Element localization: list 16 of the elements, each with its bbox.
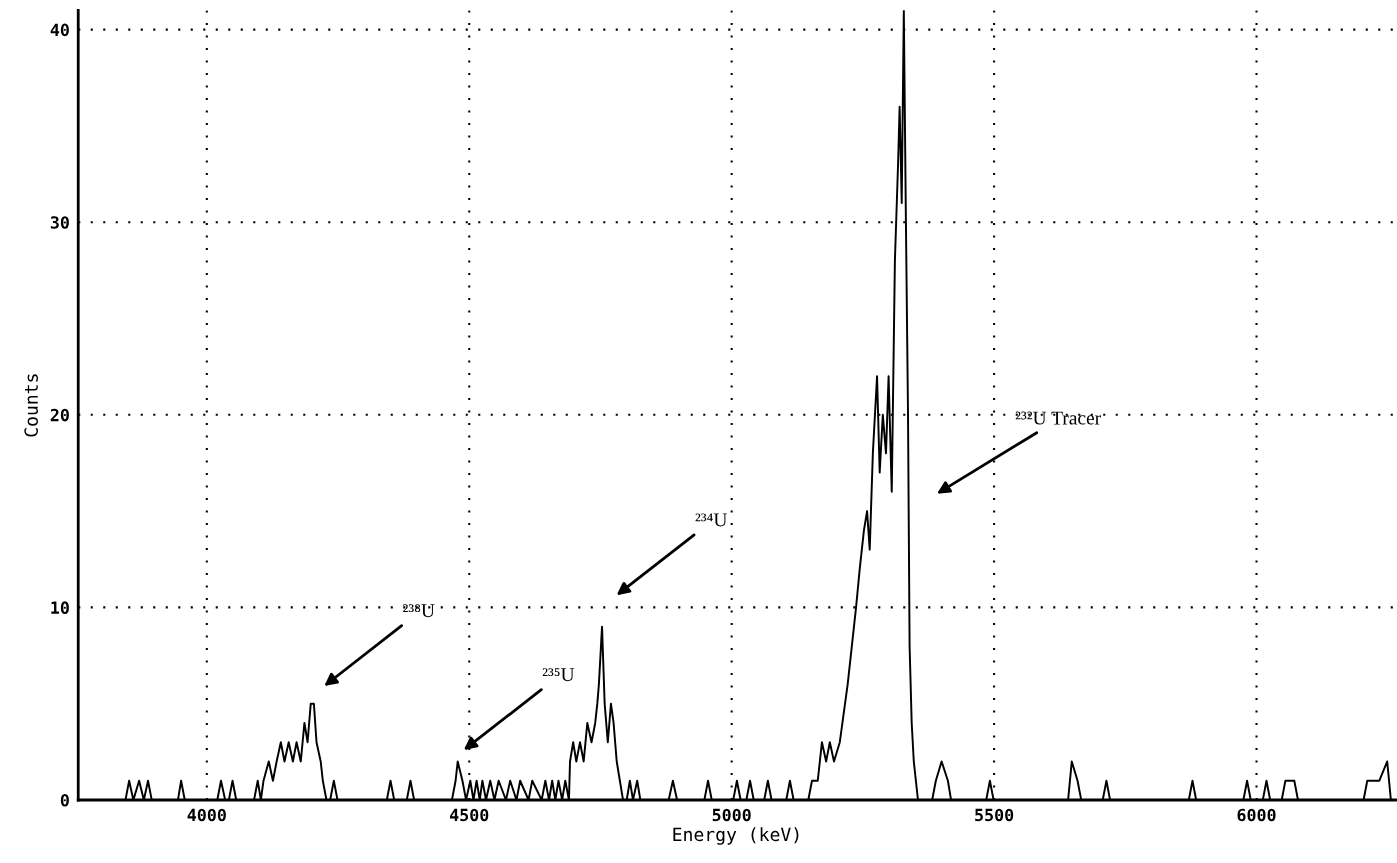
y-tick-label: 10 [51,601,69,614]
y-tick-label: 40 [50,23,69,37]
y-tick-label: 20 [50,408,69,422]
annotation: ²³⁸U [403,604,435,618]
x-tick-label: 5000 [712,808,751,822]
annotation: ²³²U Tracer [1015,411,1101,425]
x-tick-label: 4000 [187,808,226,822]
annotation: ²³⁵U [542,668,575,682]
y-tick-label: 30 [50,216,69,229]
y-axis-title: Counts [24,374,38,437]
x-tick-label: 4500 [450,808,489,822]
x-tick-label: 5500 [975,808,1014,822]
annotation: ²³⁴U [695,513,728,527]
y-tick-label: 0 [60,793,69,807]
x-tick-label: 6000 [1237,808,1276,822]
x-axis-title: Energy (keV) [673,827,799,845]
